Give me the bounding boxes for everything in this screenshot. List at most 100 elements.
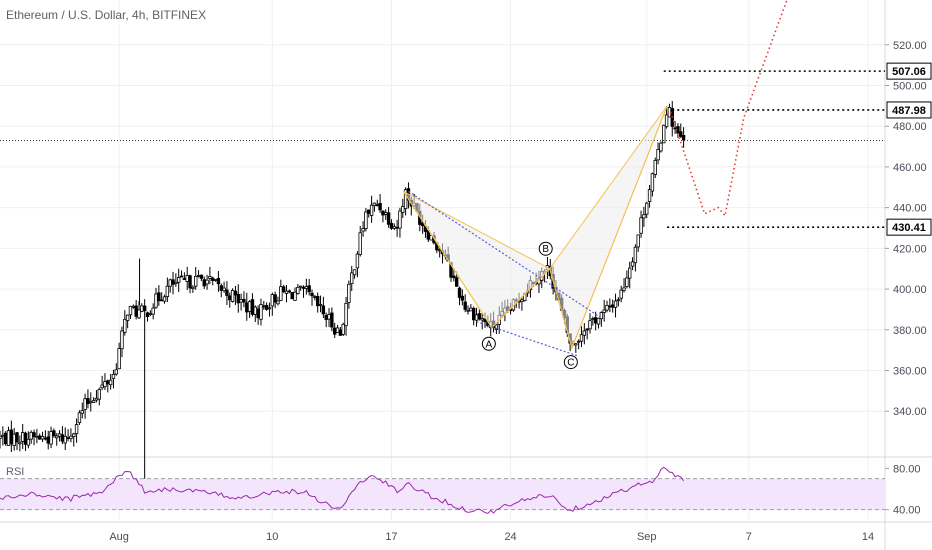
projection-path[interactable] (669, 0, 792, 218)
candle-down (454, 277, 459, 287)
candle-up (270, 294, 275, 307)
candle-down (330, 312, 334, 328)
candle-down (3, 432, 8, 445)
candle-down (338, 329, 343, 336)
candle-up (582, 330, 587, 336)
candle-down (452, 275, 456, 278)
candle-up (208, 276, 212, 279)
rsi-y-tick-label: 80.00 (893, 463, 921, 475)
candle-down (673, 127, 677, 130)
x-tick-label: 24 (504, 531, 516, 543)
candle-up (131, 305, 136, 308)
candle-down (219, 285, 223, 291)
x-tick-label: 7 (746, 531, 752, 543)
x-tick-label: 17 (385, 531, 397, 543)
candle-up (469, 307, 473, 312)
rsi-band (0, 478, 885, 510)
pattern-fill-xab (403, 191, 550, 328)
candle-down (134, 305, 138, 317)
candle-up (662, 124, 666, 144)
candle-up (20, 432, 25, 442)
candle-up (97, 388, 101, 400)
candle-up (296, 286, 300, 295)
y-tick-label: 340.00 (893, 406, 927, 418)
candle-down (389, 222, 394, 229)
candle-up (361, 228, 365, 232)
price-level-label: 487.98 (892, 105, 926, 117)
candle-down (202, 279, 206, 287)
candle-up (63, 435, 67, 444)
candle-down (333, 327, 337, 335)
candle-up (125, 314, 130, 321)
candle-up (369, 204, 374, 216)
candle-down (585, 328, 589, 331)
candle-up (588, 320, 592, 330)
candle-down (386, 212, 391, 225)
candle-up (29, 431, 33, 440)
x-tick-label: Sep (637, 531, 657, 543)
candle-up (401, 206, 405, 213)
candle-up (120, 330, 124, 350)
candle-up (165, 285, 170, 298)
candle-up (74, 424, 79, 435)
price-level-tag (886, 101, 932, 119)
candle-down (313, 296, 317, 299)
candle-up (520, 299, 524, 303)
candle-up (298, 285, 303, 288)
candle-up (108, 379, 113, 386)
candle-down (264, 304, 269, 310)
candle-up (77, 412, 82, 424)
candle-down (367, 209, 371, 214)
candle-up (284, 290, 289, 294)
y-tick-label: 440.00 (893, 203, 927, 215)
candle-up (103, 381, 107, 388)
candle-up (392, 226, 396, 229)
candle-up (639, 217, 643, 234)
y-tick-label: 420.00 (893, 243, 927, 255)
candle-up (344, 302, 348, 327)
candle-up (633, 246, 638, 264)
candle-up (642, 214, 646, 219)
candle-down (38, 435, 42, 440)
candle-up (40, 435, 45, 440)
candle-down (273, 294, 277, 303)
candle-down (179, 275, 184, 278)
candle-down (245, 302, 249, 313)
y-tick-label: 500.00 (893, 81, 927, 93)
trendline[interactable] (476, 321, 579, 357)
candle-down (483, 318, 487, 323)
candle-up (602, 309, 606, 313)
candle-down (145, 312, 150, 317)
y-tick-label: 380.00 (893, 325, 927, 337)
candle-up (350, 272, 354, 285)
candle-up (196, 274, 201, 277)
candle-down (477, 313, 482, 320)
candle-up (466, 309, 470, 312)
candle-up (279, 286, 283, 301)
candle-up (253, 306, 257, 315)
candle-down (32, 432, 36, 438)
pattern-point-b-marker (538, 241, 553, 256)
candle-up (55, 435, 59, 439)
candle-down (236, 293, 240, 304)
pattern-xb-line (403, 190, 550, 270)
candle-down (228, 295, 232, 301)
price-level-label: 430.41 (892, 222, 926, 234)
candle-up (293, 291, 297, 301)
candle-up (398, 210, 402, 229)
candle-up (0, 435, 2, 439)
candle-up (69, 435, 73, 439)
candle-up (89, 401, 93, 404)
candle-up (647, 189, 652, 203)
candle-down (46, 436, 50, 444)
candle-down (460, 295, 465, 301)
candle-up (480, 318, 484, 321)
candle-up (18, 442, 22, 445)
candle-up (355, 253, 360, 269)
candle-up (12, 433, 16, 446)
candle-down (307, 285, 311, 293)
candle-up (599, 312, 604, 320)
candle-down (225, 289, 229, 296)
candle-up (352, 269, 357, 276)
